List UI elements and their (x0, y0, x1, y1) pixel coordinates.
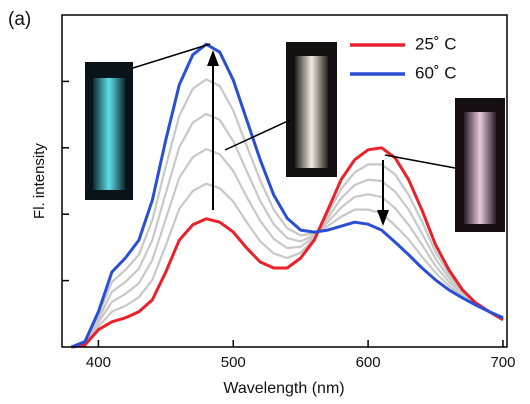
legend-label: 25˚ C (415, 34, 457, 53)
legend-label: 60˚ C (415, 63, 457, 82)
cuvette (464, 112, 496, 224)
arrowhead (377, 210, 389, 226)
series-line (70, 42, 504, 349)
series-line (71, 78, 504, 349)
series-line (71, 163, 504, 349)
annotations (85, 42, 505, 232)
arrowhead (207, 50, 219, 66)
cuvette (295, 56, 328, 168)
x-tick-label: 700 (490, 354, 515, 371)
pointer (224, 119, 291, 151)
series-line (71, 146, 504, 349)
plot-area (70, 42, 504, 349)
x-axis-label: Wavelength (nm) (223, 380, 344, 397)
plot-frame (61, 14, 508, 348)
x-tick-label: 500 (221, 354, 246, 371)
y-axis-label: Fl. intensity (31, 143, 48, 219)
series-line (71, 112, 504, 349)
x-tick-label: 400 (86, 354, 111, 371)
x-tick-label: 600 (356, 354, 381, 371)
panel-label: (a) (8, 9, 31, 30)
series-line (71, 148, 504, 349)
cuvette (93, 78, 125, 190)
pointer (132, 43, 211, 69)
pointer (384, 154, 456, 169)
